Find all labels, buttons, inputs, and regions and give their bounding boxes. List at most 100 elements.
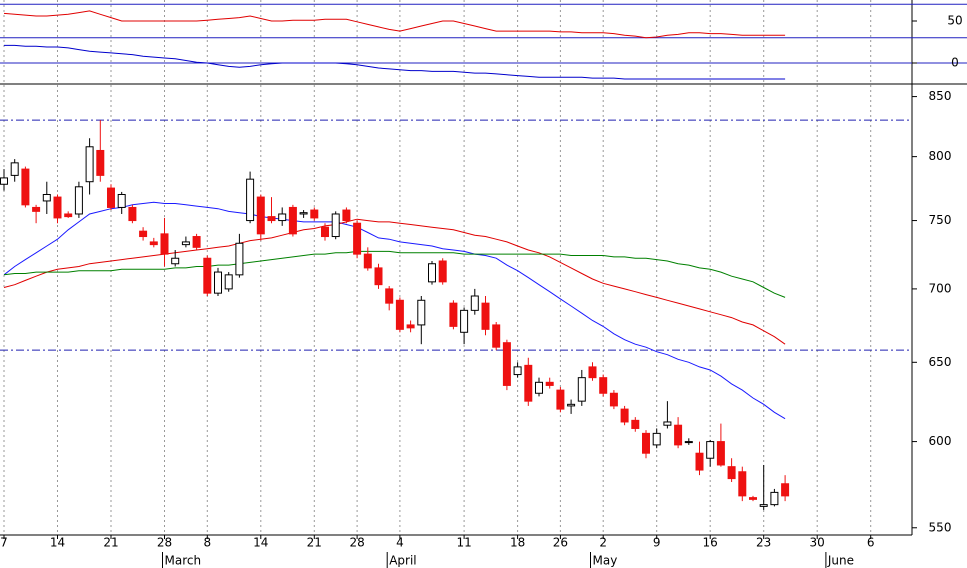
- y-tick-label: 600: [929, 434, 952, 448]
- candle-body: [684, 441, 693, 444]
- month-label: March: [165, 554, 202, 568]
- month-label: June: [827, 554, 854, 568]
- candle-body: [567, 403, 576, 407]
- y-tick-label: 850: [929, 89, 952, 103]
- month-label: April: [389, 554, 416, 568]
- candle-body: [374, 267, 383, 286]
- candle-body: [160, 233, 169, 255]
- candle-body: [642, 432, 650, 454]
- candle-body: [117, 193, 126, 208]
- candle-body: [502, 342, 511, 386]
- x-tick-label: 16: [703, 536, 718, 550]
- candle-body: [321, 226, 329, 238]
- candle-body: [652, 432, 661, 446]
- indicator-line: [4, 44, 786, 80]
- candle-body: [706, 441, 715, 459]
- x-tick-label: 14: [50, 536, 65, 550]
- candle-body: [406, 324, 415, 329]
- candle-body: [749, 497, 757, 500]
- candle-body: [139, 230, 148, 238]
- candle-body: [535, 381, 543, 394]
- moving-average-line: [3, 250, 786, 298]
- x-tick-label: 26: [553, 536, 568, 550]
- candle-body: [460, 309, 469, 333]
- candle-body: [235, 242, 244, 276]
- candle-body: [171, 257, 180, 265]
- y-tick-label: 700: [929, 281, 952, 295]
- candle-body: [428, 263, 436, 283]
- x-tick-label: 7: [0, 536, 8, 550]
- candle-body: [0, 177, 8, 185]
- candle-body: [385, 288, 394, 304]
- x-tick-label: 28: [157, 536, 172, 550]
- candle-body: [577, 377, 586, 402]
- candle-body: [674, 424, 683, 446]
- y-tick-label: 550: [929, 520, 952, 534]
- candle-body: [64, 213, 73, 218]
- candle-body: [492, 324, 501, 348]
- candle-body: [588, 366, 597, 379]
- candle-body: [470, 295, 479, 311]
- candle-body: [181, 241, 190, 246]
- candle-body: [545, 381, 554, 386]
- x-tick-label: 14: [253, 536, 268, 550]
- x-tick-label: 21: [307, 536, 322, 550]
- candle-body: [599, 377, 608, 394]
- x-tick-label: 2: [599, 536, 607, 550]
- candle-body: [192, 236, 201, 248]
- x-tick-label: 23: [756, 536, 771, 550]
- y-tick-label: 750: [929, 213, 952, 227]
- candle-body: [695, 452, 704, 471]
- candle-body: [631, 419, 640, 429]
- candle-body: [342, 209, 351, 222]
- candle-body: [128, 206, 137, 222]
- candle-body: [214, 271, 222, 294]
- candle-body: [85, 146, 94, 183]
- candle-body: [609, 392, 618, 407]
- candle-body: [21, 168, 30, 206]
- candle-body: [524, 364, 533, 402]
- candle-body: [395, 299, 404, 330]
- candle-body: [224, 274, 233, 290]
- candle-body: [331, 213, 340, 238]
- y-tick-label: 650: [929, 355, 952, 369]
- candle-body: [288, 206, 297, 235]
- month-label: May: [593, 554, 618, 568]
- x-tick-label: 6: [867, 536, 875, 550]
- candle-body: [738, 471, 747, 497]
- candle-body: [481, 302, 490, 330]
- candle-body: [32, 206, 41, 212]
- candle-body: [278, 213, 287, 222]
- x-tick-label: 4: [396, 536, 404, 550]
- candle-body: [417, 299, 426, 326]
- candle-body: [716, 441, 725, 466]
- candle-body: [363, 253, 372, 269]
- indicator-y-tick-label: 0: [951, 56, 959, 70]
- candle-body: [107, 187, 115, 208]
- x-tick-label: 28: [349, 536, 364, 550]
- candle-body: [42, 193, 51, 202]
- candle-body: [449, 302, 458, 327]
- x-tick-label: 8: [203, 536, 211, 550]
- candle-body: [246, 178, 255, 222]
- candle-body: [10, 162, 19, 176]
- candle-body: [149, 241, 158, 246]
- candle-body: [53, 196, 62, 219]
- candle-body: [96, 149, 105, 176]
- candle-body: [310, 209, 319, 219]
- candle-body: [438, 260, 447, 283]
- candle-body: [759, 504, 768, 507]
- moving-average-line: [3, 218, 786, 345]
- candle-body: [727, 466, 736, 480]
- candle-body: [513, 366, 522, 376]
- candle-body: [353, 222, 362, 255]
- indicator-y-tick-label: 50: [947, 14, 962, 28]
- candle-body: [556, 389, 565, 410]
- candle-body: [620, 408, 629, 423]
- y-tick-label: 800: [929, 149, 952, 163]
- candle-body: [203, 257, 212, 294]
- x-tick-label: 30: [810, 536, 825, 550]
- indicator-line: [3, 10, 786, 39]
